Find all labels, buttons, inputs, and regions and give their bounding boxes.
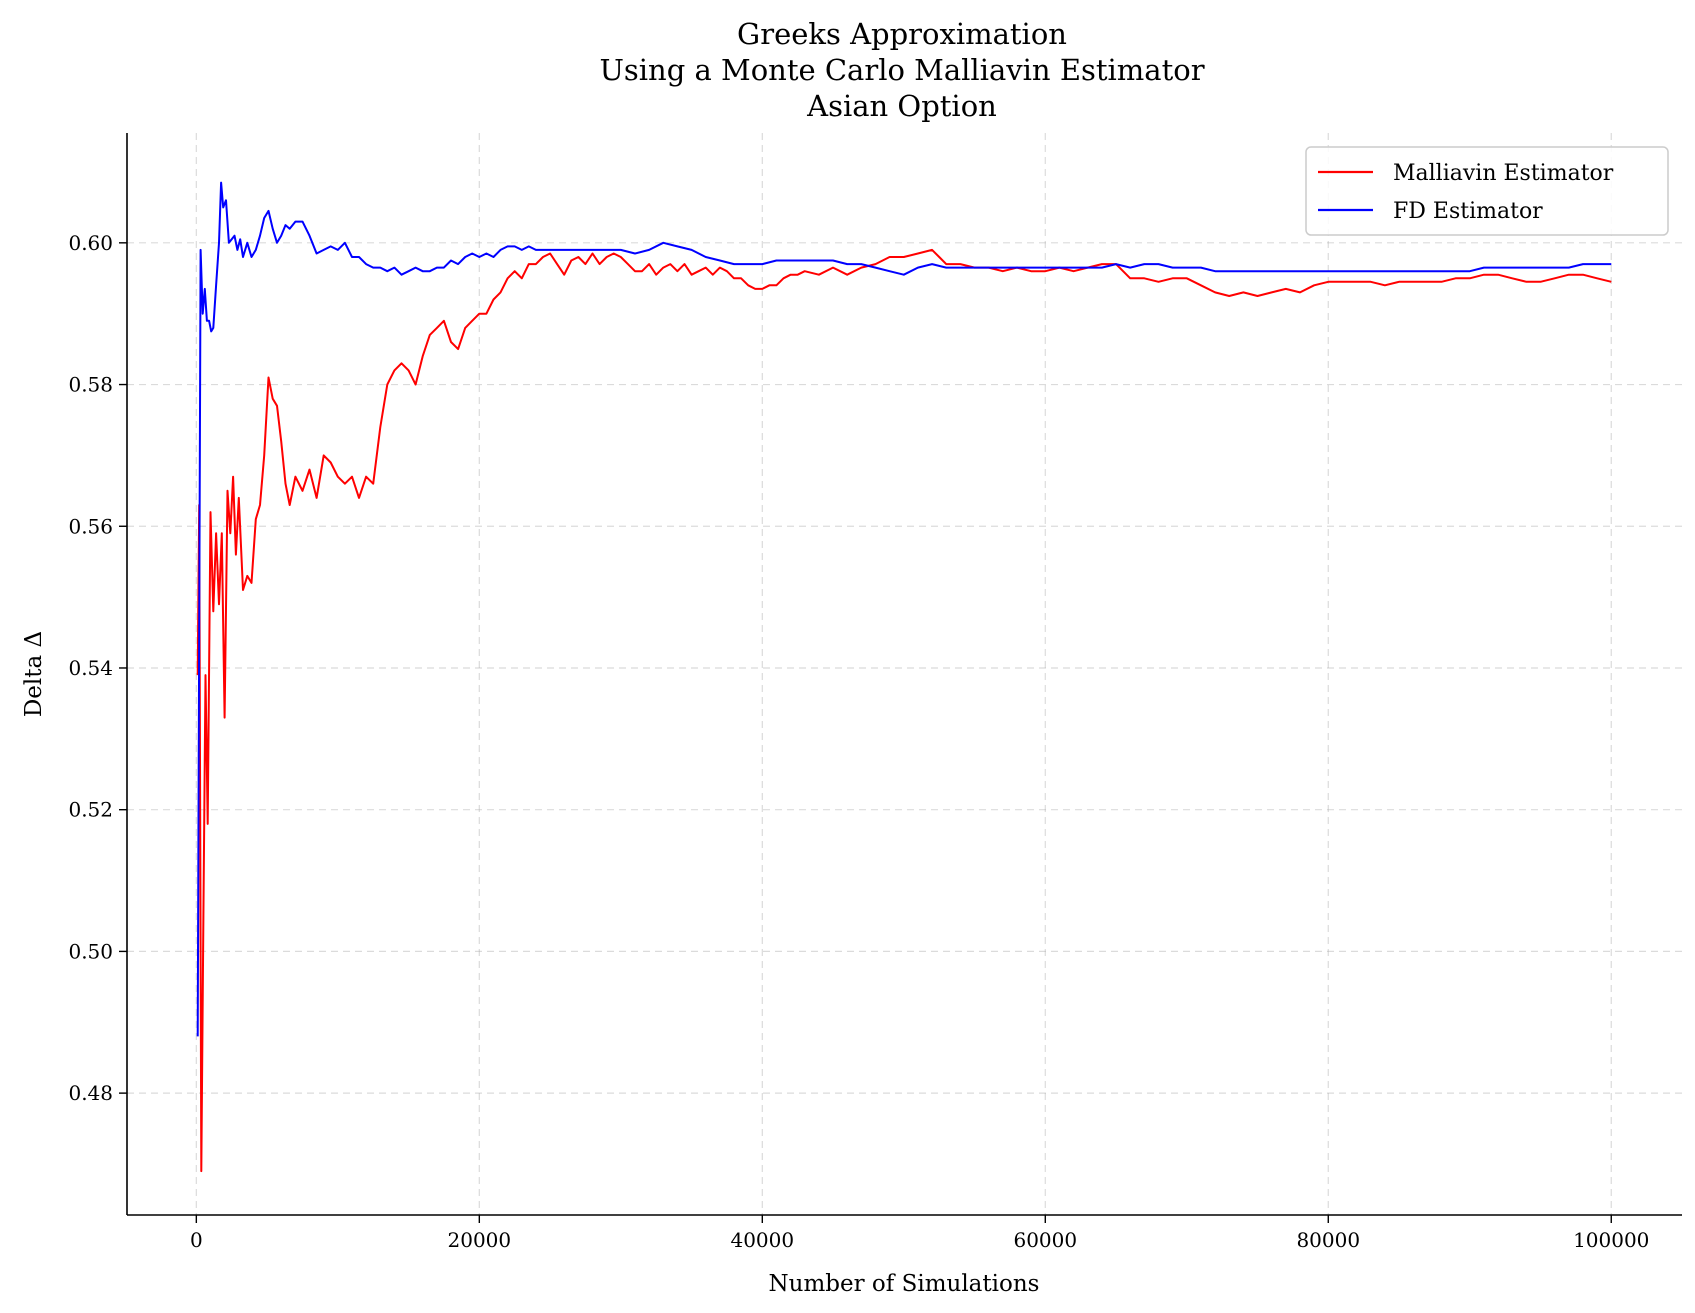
x-tick-label: 0	[190, 1228, 203, 1252]
series-layer	[196, 181, 1612, 1173]
chart-title-line-2: Using a Monte Carlo Malliavin Estimator	[599, 53, 1204, 87]
x-tick-label: 80000	[1296, 1228, 1360, 1252]
series-line-fd-estimator	[196, 181, 1612, 1037]
y-axis-ticks: 0.48 0.50 0.52 0.54 0.56 0.58 0.60	[68, 231, 127, 1105]
x-tick-label: 40000	[730, 1228, 794, 1252]
y-tick-label: 0.54	[68, 656, 113, 680]
x-axis-ticks: 0 20000 40000 60000 80000 100000	[190, 1215, 1649, 1252]
legend-frame	[1305, 146, 1669, 236]
y-tick-label: 0.56	[68, 514, 113, 538]
y-axis-label: Delta Δ	[21, 631, 47, 717]
chart-title-line-3: Asian Option	[806, 89, 997, 123]
chart-title-line-1: Greeks Approximation	[737, 17, 1067, 51]
legend-label-malliavin-estimator: Malliavin Estimator	[1393, 161, 1614, 186]
y-tick-label: 0.60	[68, 231, 113, 255]
y-tick-label: 0.58	[68, 373, 113, 397]
y-tick-label: 0.48	[68, 1081, 113, 1105]
series-line-malliavin-estimator	[196, 248, 1612, 1173]
chart-title: Greeks Approximation Using a Monte Carlo…	[599, 17, 1204, 123]
x-tick-label: 100000	[1573, 1228, 1649, 1252]
y-tick-label: 0.50	[68, 939, 113, 963]
axes-spines	[126, 133, 1682, 1216]
legend-label-fd-estimator: FD Estimator	[1393, 199, 1543, 224]
x-tick-label: 60000	[1013, 1228, 1077, 1252]
x-axis-label: Number of Simulations	[769, 1271, 1040, 1297]
legend: Malliavin Estimator FD Estimator	[1305, 146, 1669, 236]
gridlines	[127, 133, 1682, 1215]
y-tick-label: 0.52	[68, 798, 113, 822]
x-tick-label: 20000	[448, 1228, 512, 1252]
